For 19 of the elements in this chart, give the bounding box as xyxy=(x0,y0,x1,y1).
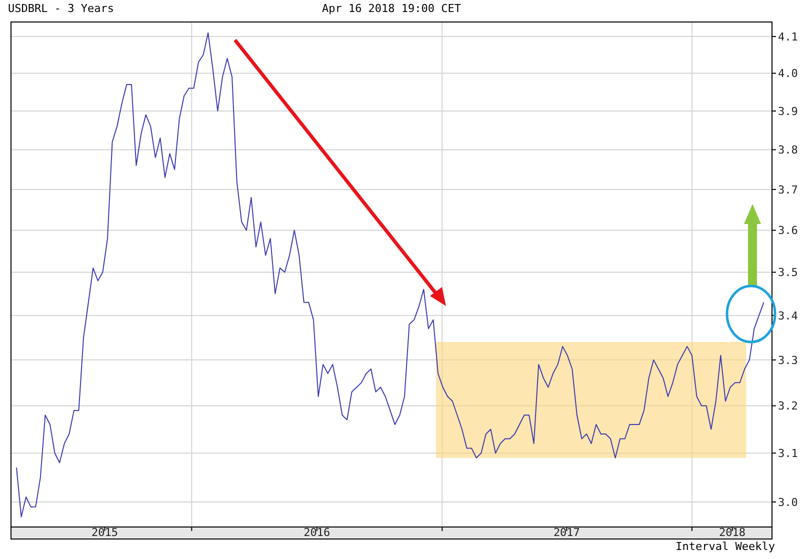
chart-title: USDBRL - 3 Years xyxy=(8,2,114,15)
chart-subtitle: Apr 16 2018 19:00 CET xyxy=(322,2,462,15)
y-tick-label: 3.2 xyxy=(778,400,798,413)
y-tick-label: 3.0 xyxy=(778,496,798,509)
x-tick-label: 2015 xyxy=(92,526,118,539)
y-tick-label: 3.1 xyxy=(778,447,798,460)
y-tick-label: 4.1 xyxy=(778,30,798,44)
y-tick-label: 3.3 xyxy=(778,354,798,367)
x-tick-label: 2016 xyxy=(304,526,330,539)
y-tick-label: 3.9 xyxy=(778,104,798,118)
y-tick-label: 3.5 xyxy=(778,266,798,280)
text: Interval Weekly xyxy=(676,540,775,553)
y-tick-label: 4.0 xyxy=(778,67,798,80)
y-tick-label: 3.7 xyxy=(778,183,798,196)
x-tick-label: 2018 xyxy=(719,526,746,539)
y-tick-label: 3.6 xyxy=(778,224,798,238)
y-tick-label: 3.4 xyxy=(778,309,798,322)
y-tick-label: 3.8 xyxy=(778,144,798,157)
x-tick-label: 2017 xyxy=(553,526,580,539)
